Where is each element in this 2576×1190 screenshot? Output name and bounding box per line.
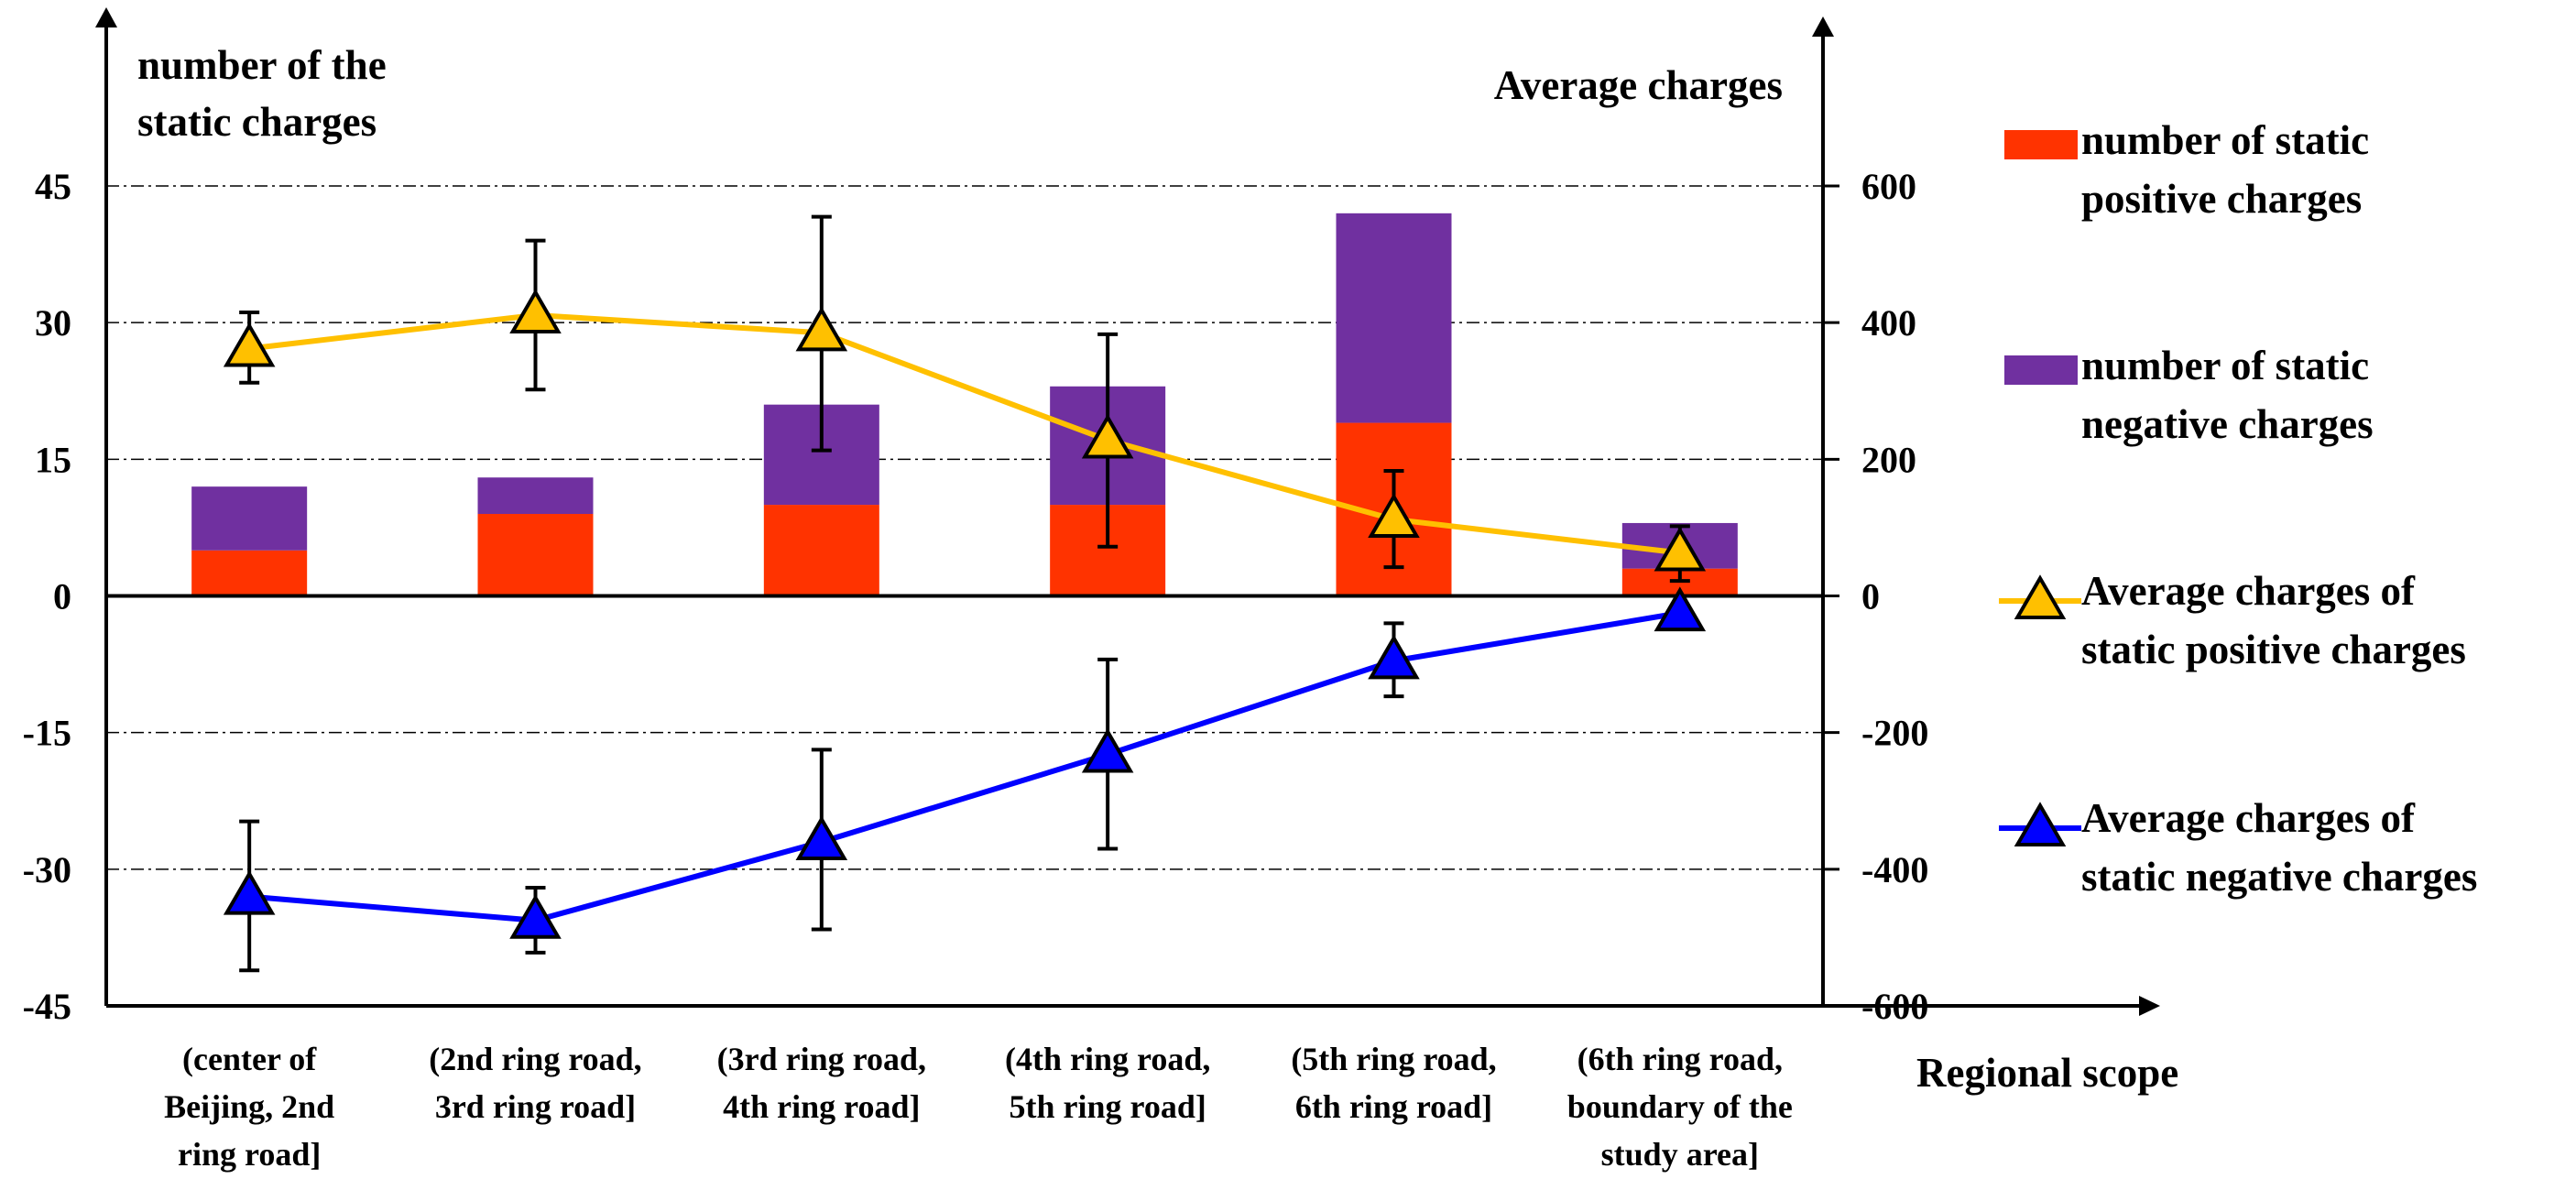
right-tick-label: 600 — [1861, 166, 1916, 207]
triangle-marker — [2014, 802, 2067, 846]
category-label: (3rd ring road, — [717, 1041, 926, 1077]
triangle-marker — [1654, 586, 1707, 632]
category-label: (center of — [182, 1041, 317, 1077]
category-label: (5th ring road, — [1291, 1041, 1496, 1077]
category-label: ring road] — [178, 1136, 321, 1173]
triangle-marker — [223, 869, 276, 915]
triangle-marker — [795, 306, 848, 352]
bar-negative — [191, 486, 308, 551]
triangle-marker — [2014, 574, 2067, 619]
x-axis-arrow — [2139, 996, 2160, 1016]
category-label: study area] — [1601, 1136, 1759, 1173]
category-label: (6th ring road, — [1577, 1041, 1783, 1077]
left-tick-label: -45 — [23, 986, 71, 1027]
line-positive-avg — [248, 311, 1681, 556]
bar-positive — [191, 550, 308, 596]
labels: 45 30 15 0 -15 -30 -45 600 400 200 0 -200 -400 -600 nu… — [23, 42, 2179, 1173]
triangle-marker — [1654, 526, 1707, 572]
triangle-marker — [223, 322, 276, 367]
category-label: Beijing, 2nd — [164, 1088, 334, 1125]
legend: number of static positive charges number o… — [1999, 117, 2477, 900]
left-tick-label: -30 — [23, 849, 71, 890]
lines — [223, 214, 1707, 973]
bar-positive — [763, 505, 879, 596]
right-axis-title: Average charges — [1494, 62, 1783, 108]
right-tick-label: 0 — [1861, 576, 1880, 617]
grid-lines — [106, 185, 1823, 870]
right-tick-label: 200 — [1861, 439, 1916, 480]
legend-label: negative charges — [2081, 401, 2374, 447]
triangle-marker — [1081, 413, 1134, 459]
triangle-marker — [1368, 493, 1420, 538]
category-label: (2nd ring road, — [429, 1041, 641, 1077]
bar-negative — [1336, 213, 1452, 423]
left-tick-label: 15 — [35, 439, 71, 480]
triangle-marker — [1368, 634, 1420, 680]
category-label: (4th ring road, — [1005, 1041, 1210, 1077]
right-tick-label: -400 — [1861, 849, 1928, 890]
left-axis-title: static charges — [137, 99, 377, 145]
category-label: 6th ring road] — [1295, 1088, 1492, 1125]
legend-swatch — [2004, 130, 2078, 159]
right-tick-label: 400 — [1861, 302, 1916, 344]
triangle-marker — [795, 815, 848, 860]
bars — [191, 213, 1738, 596]
legend-label: static negative charges — [2081, 854, 2477, 900]
left-axis-arrow — [95, 7, 117, 27]
legend-label: Average charges of — [2081, 568, 2416, 614]
right-axis-arrow — [1812, 16, 1834, 37]
legend-label: static positive charges — [2081, 627, 2466, 672]
category-label: 3rd ring road] — [435, 1088, 636, 1125]
left-tick-label: -15 — [23, 713, 71, 754]
legend-label: Average charges of — [2081, 795, 2416, 841]
triangle-marker — [509, 893, 562, 939]
legend-swatch — [2004, 355, 2078, 385]
legend-label: positive charges — [2081, 176, 2362, 222]
triangle-marker — [509, 289, 562, 333]
category-label: 5th ring road] — [1009, 1088, 1206, 1125]
x-axis-title: Regional scope — [1916, 1050, 2178, 1096]
category-label: boundary of the — [1567, 1088, 1793, 1125]
bar-positive — [477, 514, 594, 596]
right-tick-label: -600 — [1861, 986, 1928, 1027]
legend-label: number of static — [2081, 117, 2369, 163]
left-tick-label: 45 — [35, 166, 71, 207]
legend-label: number of static — [2081, 343, 2369, 388]
bar-negative — [477, 477, 594, 514]
left-axis-title: number of the — [137, 42, 387, 88]
triangle-marker — [1081, 727, 1134, 773]
axes — [95, 7, 2160, 1016]
line-negative-avg — [248, 610, 1681, 923]
right-tick-label: -200 — [1861, 713, 1928, 754]
left-tick-label: 0 — [53, 576, 71, 617]
category-label: 4th ring road] — [723, 1088, 920, 1125]
left-tick-label: 30 — [35, 302, 71, 344]
